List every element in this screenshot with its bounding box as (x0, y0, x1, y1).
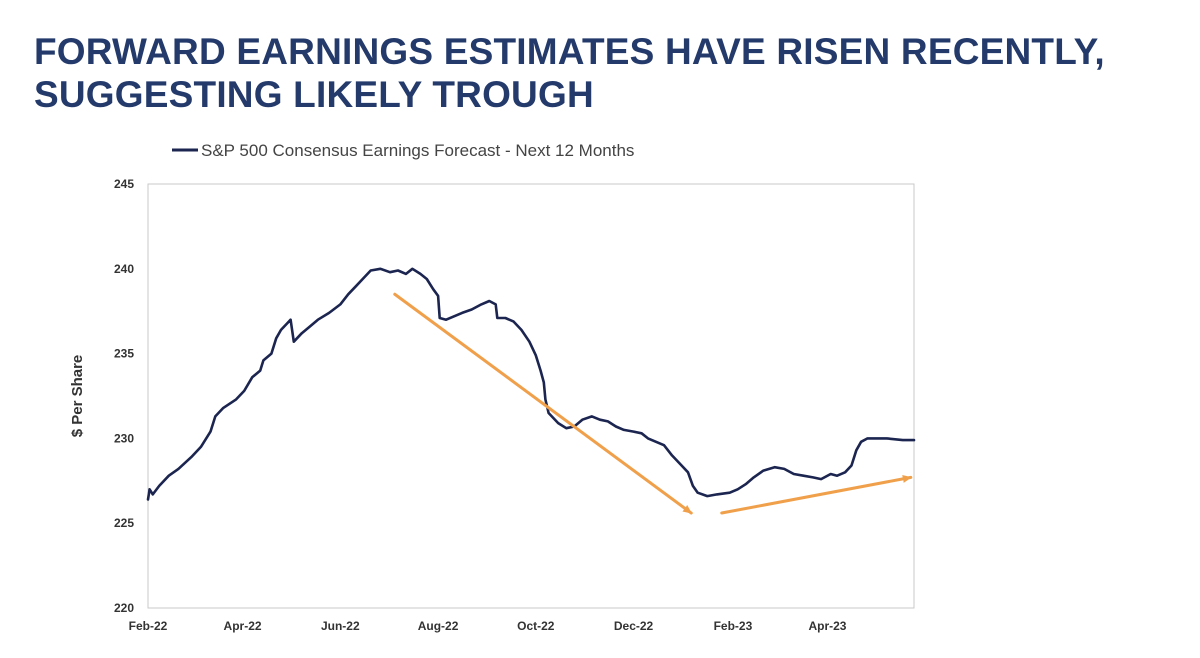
slide-title-line-1: FORWARD EARNINGS ESTIMATES HAVE RISEN RE… (34, 31, 1105, 72)
chart-axes: 220 225 230 235 240 245 Feb-22 Apr-22 Jun-22 Aug-… (69, 177, 847, 633)
plot-area-frame (147, 183, 915, 609)
y-tick-label: 235 (114, 347, 134, 361)
y-tick-label: 230 (114, 431, 134, 445)
annotation-layer (393, 292, 913, 515)
x-tick-label: Aug-22 (418, 619, 459, 633)
slide-title-line-2: SUGGESTING LIKELY TROUGH (34, 74, 594, 115)
chart-legend: S&P 500 Consensus Earnings Forecast - Ne… (172, 141, 634, 160)
series-layer (146, 267, 916, 501)
y-tick-label: 220 (114, 601, 134, 615)
x-tick-label: Feb-22 (129, 619, 168, 633)
y-tick-label: 225 (114, 516, 134, 530)
y-tick-label: 245 (114, 177, 134, 191)
y-tick-label: 240 (114, 262, 134, 276)
x-tick-label: Dec-22 (614, 619, 654, 633)
y-axis-label: $ Per Share (69, 355, 86, 438)
x-tick-label: Oct-22 (517, 619, 555, 633)
legend-label: S&P 500 Consensus Earnings Forecast - Ne… (201, 141, 634, 160)
trend-arrow-0 (393, 292, 693, 515)
x-tick-label: Apr-22 (224, 619, 262, 633)
x-tick-label: Jun-22 (321, 619, 360, 633)
series-line-0 (146, 267, 916, 501)
trend-arrow-1 (720, 474, 913, 515)
slide-title: FORWARD EARNINGS ESTIMATES HAVE RISEN RE… (34, 30, 1194, 116)
x-tick-label: Feb-23 (714, 619, 753, 633)
x-tick-label: Apr-23 (808, 619, 846, 633)
